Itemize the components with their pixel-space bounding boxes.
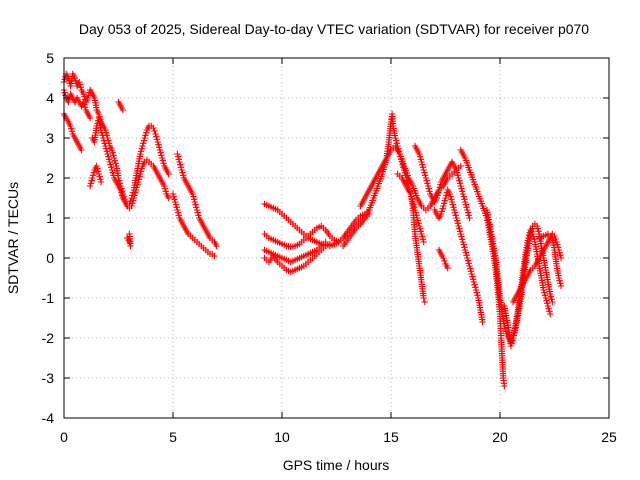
y-axis-label: SDTVAR / TECUs xyxy=(5,182,21,294)
y-tick-label: 0 xyxy=(46,250,54,266)
data-point xyxy=(165,170,172,178)
axis-ticks: 0 5 10 15 20 25 -4 -3 -2 -1 0 1 2 3 4 5 xyxy=(42,50,617,445)
data-point xyxy=(557,254,565,262)
series-track-16 xyxy=(394,170,428,306)
series-track-19 xyxy=(435,246,451,272)
y-tick-label: 5 xyxy=(46,50,54,66)
data-point xyxy=(440,254,447,262)
data-point xyxy=(119,106,127,114)
data-point xyxy=(466,214,473,222)
series-track-22 xyxy=(501,226,554,350)
data-point xyxy=(421,298,428,306)
plot-frame xyxy=(63,57,610,419)
series-track-4 xyxy=(89,114,172,210)
x-tick-label: 15 xyxy=(383,429,399,445)
data-point xyxy=(420,294,427,302)
data-point xyxy=(322,238,329,246)
series-track-7 xyxy=(124,230,134,250)
series-track-23 xyxy=(509,230,565,306)
x-tick-label: 25 xyxy=(601,429,617,445)
y-tick-label: -4 xyxy=(42,410,55,426)
series-track-5 xyxy=(86,162,105,190)
data-point xyxy=(127,197,134,205)
data-point xyxy=(151,127,158,135)
x-tick-label: 0 xyxy=(60,429,68,445)
data-point xyxy=(78,146,85,154)
series-track-9 xyxy=(169,190,218,260)
series-track-21 xyxy=(483,206,556,346)
y-tick-label: 1 xyxy=(46,210,54,226)
y-tick-label: -1 xyxy=(42,290,55,306)
data-point xyxy=(501,382,508,390)
data-markers xyxy=(60,70,565,390)
y-tick-label: 3 xyxy=(46,130,54,146)
data-point xyxy=(126,200,133,208)
data-point xyxy=(557,282,565,290)
data-point xyxy=(552,235,559,243)
data-point xyxy=(457,162,464,170)
x-tick-label: 5 xyxy=(169,429,177,445)
x-tick-label: 20 xyxy=(492,429,508,445)
series-track-8 xyxy=(174,150,220,250)
data-point xyxy=(126,230,133,238)
x-tick-label: 10 xyxy=(274,429,290,445)
chart-title: Day 053 of 2025, Sidereal Day-to-day VTE… xyxy=(79,21,589,37)
data-point xyxy=(444,264,451,272)
data-point xyxy=(86,114,94,122)
series-track-13 xyxy=(261,238,329,266)
data-point xyxy=(546,310,554,318)
y-tick-label: -2 xyxy=(42,330,55,346)
y-tick-label: 4 xyxy=(46,90,54,106)
data-point xyxy=(150,124,157,132)
series-track-11 xyxy=(261,206,373,250)
data-point xyxy=(420,238,427,246)
data-point xyxy=(211,252,218,260)
data-point xyxy=(549,298,556,306)
data-point xyxy=(441,257,448,265)
data-point xyxy=(97,178,105,186)
series-track-18 xyxy=(431,186,486,326)
series-track-17 xyxy=(411,142,473,222)
data-point xyxy=(479,318,486,326)
series-track-24 xyxy=(536,230,565,290)
data-point xyxy=(165,194,172,202)
data-point xyxy=(213,242,220,250)
series-track-6 xyxy=(115,98,127,114)
data-point xyxy=(326,240,334,248)
y-tick-label: -3 xyxy=(42,370,55,386)
series-track-12 xyxy=(261,240,334,276)
x-axis-label: GPS time / hours xyxy=(283,457,390,473)
y-tick-label: 2 xyxy=(46,170,54,186)
